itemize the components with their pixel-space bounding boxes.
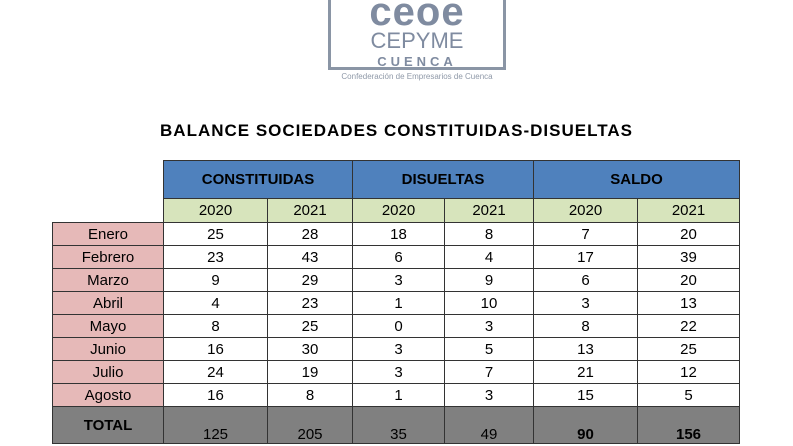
month-label: Julio: [52, 360, 164, 384]
year-header: 2020: [163, 198, 268, 223]
year-header: 2020: [352, 198, 445, 223]
month-label: Abril: [52, 291, 164, 315]
table-cell: 9: [444, 268, 534, 292]
balance-table: CONSTITUIDAS DISUELTAS SALDO 2020 2021 2…: [52, 160, 740, 444]
month-label: Enero: [52, 222, 164, 246]
month-label: Marzo: [52, 268, 164, 292]
empty-corner: [53, 161, 164, 199]
month-label: Febrero: [52, 245, 164, 269]
table-cell: 39: [637, 245, 740, 269]
total-cell: 35: [352, 406, 445, 444]
table-cell: 20: [637, 222, 740, 246]
month-label: Agosto: [52, 383, 164, 407]
table-cell: 25: [163, 222, 268, 246]
table-cell: 10: [444, 291, 534, 315]
year-header: 2021: [637, 198, 740, 223]
logo-tagline: Confederación de Empresarios de Cuenca: [341, 72, 493, 81]
table-cell: 28: [267, 222, 353, 246]
total-cell: 49: [444, 406, 534, 444]
total-label: TOTAL: [52, 406, 164, 444]
year-header: 2021: [444, 198, 534, 223]
table-row: Marzo 9 29 3 9 6 20: [52, 268, 740, 292]
total-row: TOTAL 125 205 35 49 90 156: [52, 406, 740, 444]
table-row: Abril 4 23 1 10 3 13: [52, 291, 740, 315]
table-row: Junio 16 30 3 5 13 25: [52, 337, 740, 361]
table-cell: 13: [637, 291, 740, 315]
table-cell: 3: [533, 291, 638, 315]
table-cell: 4: [444, 245, 534, 269]
table-cell: 1: [352, 291, 445, 315]
total-cell: 90: [533, 406, 638, 444]
table-cell: 8: [444, 222, 534, 246]
table-cell: 6: [352, 245, 445, 269]
empty-corner: [53, 199, 164, 223]
table-cell: 1: [352, 383, 445, 407]
table-cell: 3: [444, 314, 534, 338]
table-cell: 5: [637, 383, 740, 407]
page-title: BALANCE SOCIEDADES CONSTITUIDAS-DISUELTA…: [160, 121, 633, 140]
table-row: Enero 25 28 18 8 7 20: [52, 222, 740, 246]
group-header-saldo: SALDO: [533, 160, 740, 199]
table-cell: 5: [444, 337, 534, 361]
table-cell: 43: [267, 245, 353, 269]
table-cell: 18: [352, 222, 445, 246]
table-row: Mayo 8 25 0 3 8 22: [52, 314, 740, 338]
table-cell: 17: [533, 245, 638, 269]
table-row: Julio 24 19 3 7 21 12: [52, 360, 740, 384]
total-cell: 125: [163, 406, 268, 444]
table-cell: 15: [533, 383, 638, 407]
group-header-constituidas: CONSTITUIDAS: [163, 160, 353, 199]
table-cell: 19: [267, 360, 353, 384]
year-header: 2020: [533, 198, 638, 223]
table-cell: 8: [533, 314, 638, 338]
table-cell: 8: [163, 314, 268, 338]
year-header-row: 2020 2021 2020 2021 2020 2021: [53, 198, 740, 223]
month-label: Mayo: [52, 314, 164, 338]
total-cell: 156: [637, 406, 740, 444]
logo-city-text: CUENCA: [377, 54, 457, 69]
table-cell: 9: [163, 268, 268, 292]
table-cell: 16: [163, 337, 268, 361]
group-header-disueltas: DISUELTAS: [352, 160, 534, 199]
table-cell: 4: [163, 291, 268, 315]
table-cell: 6: [533, 268, 638, 292]
logo-main-text: ceoe: [369, 0, 465, 34]
table-cell: 0: [352, 314, 445, 338]
logo-sub-text: CEPYME: [370, 28, 464, 53]
table-row: Febrero 23 43 6 4 17 39: [52, 245, 740, 269]
month-label: Junio: [52, 337, 164, 361]
table-cell: 25: [637, 337, 740, 361]
table-cell: 16: [163, 383, 268, 407]
table-cell: 12: [637, 360, 740, 384]
table-cell: 3: [352, 337, 445, 361]
table-cell: 20: [637, 268, 740, 292]
table-row: Agosto 16 8 1 3 15 5: [52, 383, 740, 407]
table-cell: 8: [267, 383, 353, 407]
table-cell: 24: [163, 360, 268, 384]
table-cell: 23: [267, 291, 353, 315]
table-cell: 21: [533, 360, 638, 384]
ceoe-cepyme-logo: ceoe CEPYME CUENCA Confederación de Empr…: [322, 0, 512, 84]
table-cell: 7: [533, 222, 638, 246]
table-cell: 30: [267, 337, 353, 361]
table-cell: 29: [267, 268, 353, 292]
table-cell: 3: [352, 360, 445, 384]
total-cell: 205: [267, 406, 353, 444]
table-cell: 13: [533, 337, 638, 361]
table-body: Enero 25 28 18 8 7 20 Febrero 23 43 6 4 17 39 Marzo 9 29…: [52, 222, 740, 407]
logo-frame: [328, 0, 506, 70]
table-cell: 3: [352, 268, 445, 292]
year-header: 2021: [267, 198, 353, 223]
table-cell: 22: [637, 314, 740, 338]
table-cell: 7: [444, 360, 534, 384]
group-header-row: CONSTITUIDAS DISUELTAS SALDO: [53, 160, 740, 199]
table-cell: 23: [163, 245, 268, 269]
table-cell: 3: [444, 383, 534, 407]
table-cell: 25: [267, 314, 353, 338]
